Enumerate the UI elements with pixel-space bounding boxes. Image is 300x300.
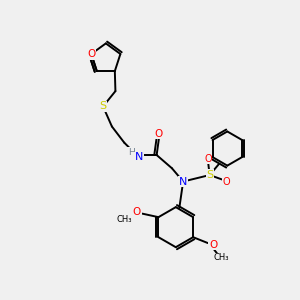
Text: O: O <box>87 49 95 59</box>
Text: O: O <box>209 239 217 250</box>
Text: O: O <box>204 154 212 164</box>
Text: S: S <box>100 101 106 111</box>
Text: O: O <box>155 128 163 139</box>
Text: N: N <box>179 176 187 187</box>
Text: N: N <box>135 152 143 162</box>
Text: H: H <box>128 148 135 157</box>
Text: CH₃: CH₃ <box>117 215 132 224</box>
Text: S: S <box>206 170 213 180</box>
Text: CH₃: CH₃ <box>213 253 229 262</box>
Text: O: O <box>133 207 141 217</box>
Text: O: O <box>222 177 230 188</box>
